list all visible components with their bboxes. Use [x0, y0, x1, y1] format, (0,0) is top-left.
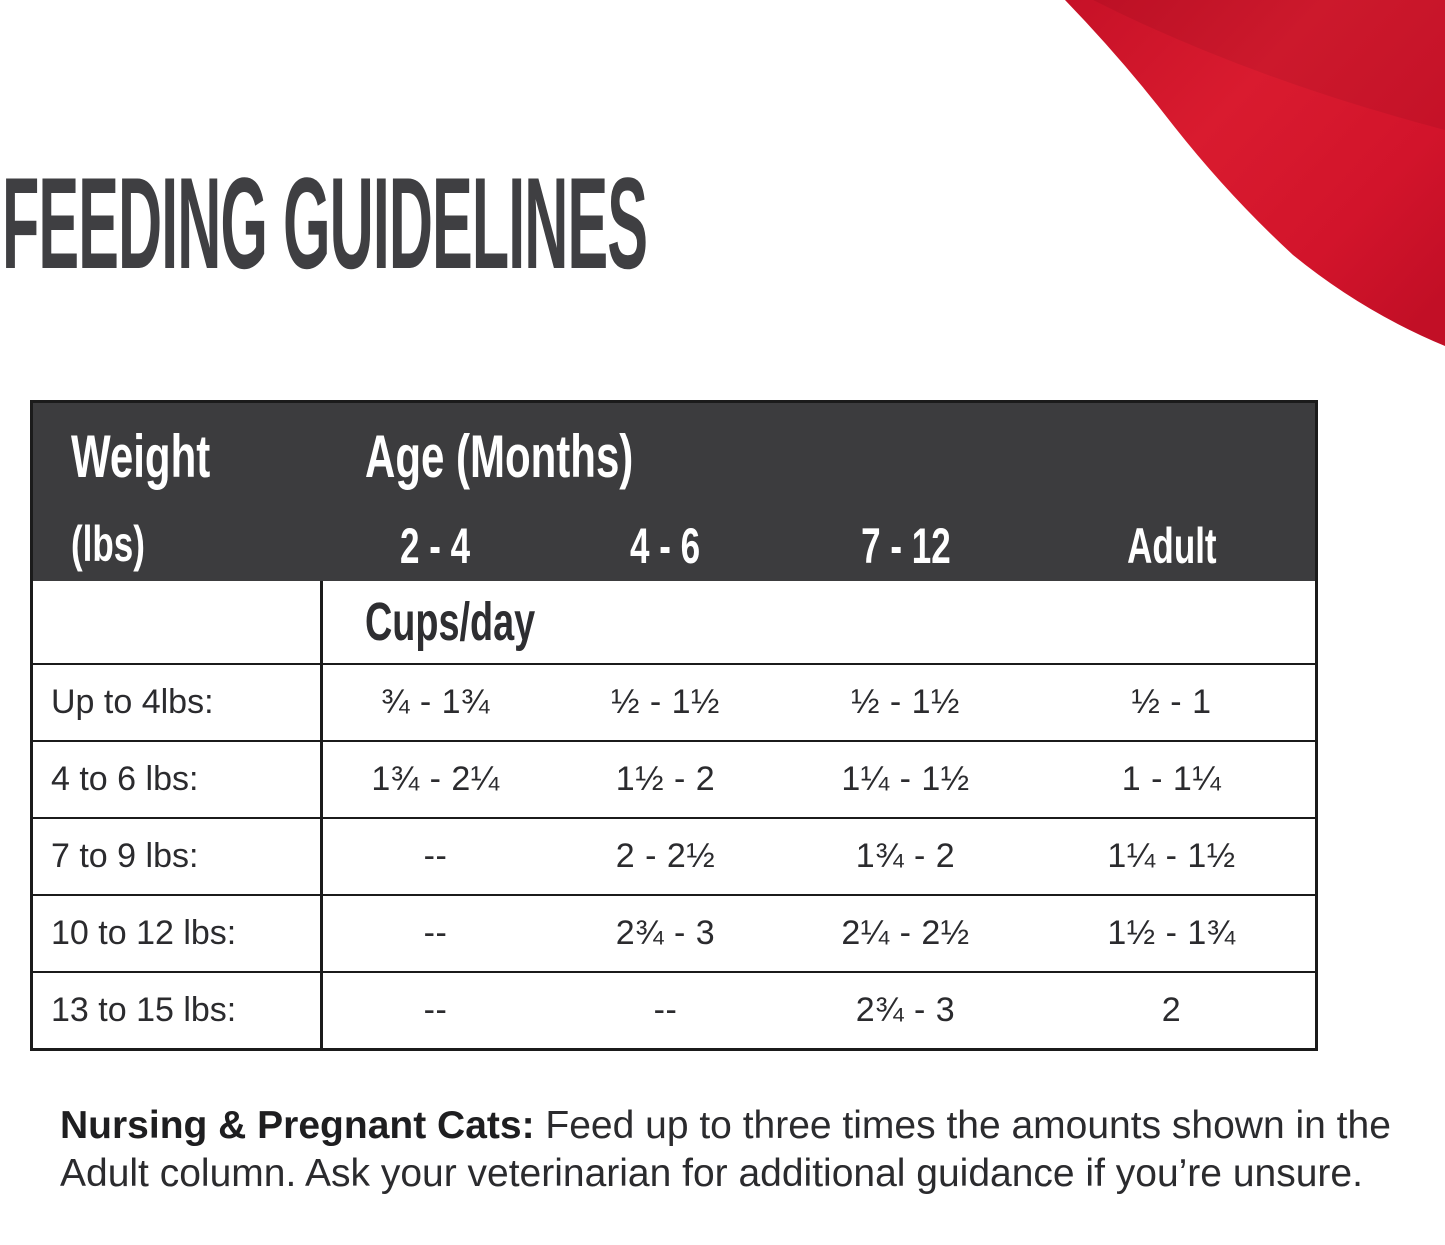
cups-value: 2¾ - 3 — [855, 991, 956, 1029]
unit-row: Cups/day — [33, 581, 1315, 665]
table-row: Up to 4lbs: ¾ - 1¾ ½ - 1½ ½ - 1½ ½ - 1 — [33, 665, 1315, 742]
age-col-adult: Adult — [1126, 518, 1217, 574]
weight-header-cell: Weight (lbs) — [33, 403, 323, 581]
weight-range-label: Up to 4lbs: — [33, 665, 323, 740]
cups-value: -- — [423, 837, 448, 875]
unit-row-blank-cell — [33, 581, 323, 663]
cups-value: 1¼ - 1½ — [1107, 837, 1236, 875]
table-row: 7 to 9 lbs: -- 2 - 2½ 1¾ - 2 1¼ - 1½ — [33, 819, 1315, 896]
cups-value: 2 — [1161, 991, 1182, 1029]
cups-value: ¾ - 1¾ — [381, 683, 490, 721]
nursing-pregnant-note: Nursing & Pregnant Cats: Feed up to thre… — [60, 1102, 1415, 1198]
cups-value: 1¾ - 2 — [855, 837, 956, 875]
cups-value: 1½ - 2 — [615, 760, 716, 798]
weight-unit-label: (lbs) — [71, 516, 145, 572]
weight-range-label: 10 to 12 lbs: — [33, 896, 323, 971]
cups-value: 1½ - 1¾ — [1107, 914, 1236, 952]
nursing-pregnant-note-body: Feed up to three times the amounts shown… — [60, 1104, 1391, 1195]
age-header-label: Age (Months) — [365, 423, 634, 490]
cups-value: 2¾ - 3 — [615, 914, 716, 952]
cups-per-day-label: Cups/day — [365, 592, 536, 652]
cups-value: 2¼ - 2½ — [841, 914, 970, 952]
cups-value: 1¾ - 2¼ — [371, 760, 500, 798]
feeding-guidelines-table: Weight (lbs) Age (Months) 2 - 4 4 - 6 7 … — [30, 400, 1318, 1051]
age-col-7-12: 7 - 12 — [860, 518, 951, 574]
table-row: 10 to 12 lbs: -- 2¾ - 3 2¼ - 2½ 1½ - 1¾ — [33, 896, 1315, 973]
table-header: Weight (lbs) Age (Months) 2 - 4 4 - 6 7 … — [33, 403, 1315, 581]
cups-value: -- — [423, 914, 448, 952]
weight-range-label: 4 to 6 lbs: — [33, 742, 323, 817]
red-swoosh-decoration — [1065, 0, 1445, 346]
nursing-pregnant-note-lead: Nursing & Pregnant Cats: — [60, 1104, 535, 1147]
cups-value: 1 - 1¼ — [1121, 760, 1222, 798]
cups-value: ½ - 1½ — [851, 683, 960, 721]
cups-value: 2 - 2½ — [615, 837, 716, 875]
table-row: 13 to 15 lbs: -- -- 2¾ - 3 2 — [33, 973, 1315, 1048]
weight-header-label: Weight — [71, 423, 211, 490]
age-col-4-6: 4 - 6 — [630, 518, 701, 574]
page-title: FEEDING GUIDELINES — [2, 150, 648, 296]
table-row: 4 to 6 lbs: 1¾ - 2¼ 1½ - 2 1¼ - 1½ 1 - 1… — [33, 742, 1315, 819]
cups-value: 1¼ - 1½ — [841, 760, 970, 798]
age-column-headers: 2 - 4 4 - 6 7 - 12 Adult — [323, 517, 1315, 575]
age-header-cell: Age (Months) 2 - 4 4 - 6 7 - 12 Adult — [323, 403, 1315, 581]
weight-range-label: 13 to 15 lbs: — [33, 973, 323, 1048]
age-col-2-4: 2 - 4 — [400, 518, 471, 574]
weight-range-label: 7 to 9 lbs: — [33, 819, 323, 894]
cups-value: -- — [423, 991, 448, 1029]
cups-value: -- — [653, 991, 678, 1029]
cups-value: ½ - 1 — [1131, 683, 1212, 721]
cups-value: ½ - 1½ — [611, 683, 720, 721]
